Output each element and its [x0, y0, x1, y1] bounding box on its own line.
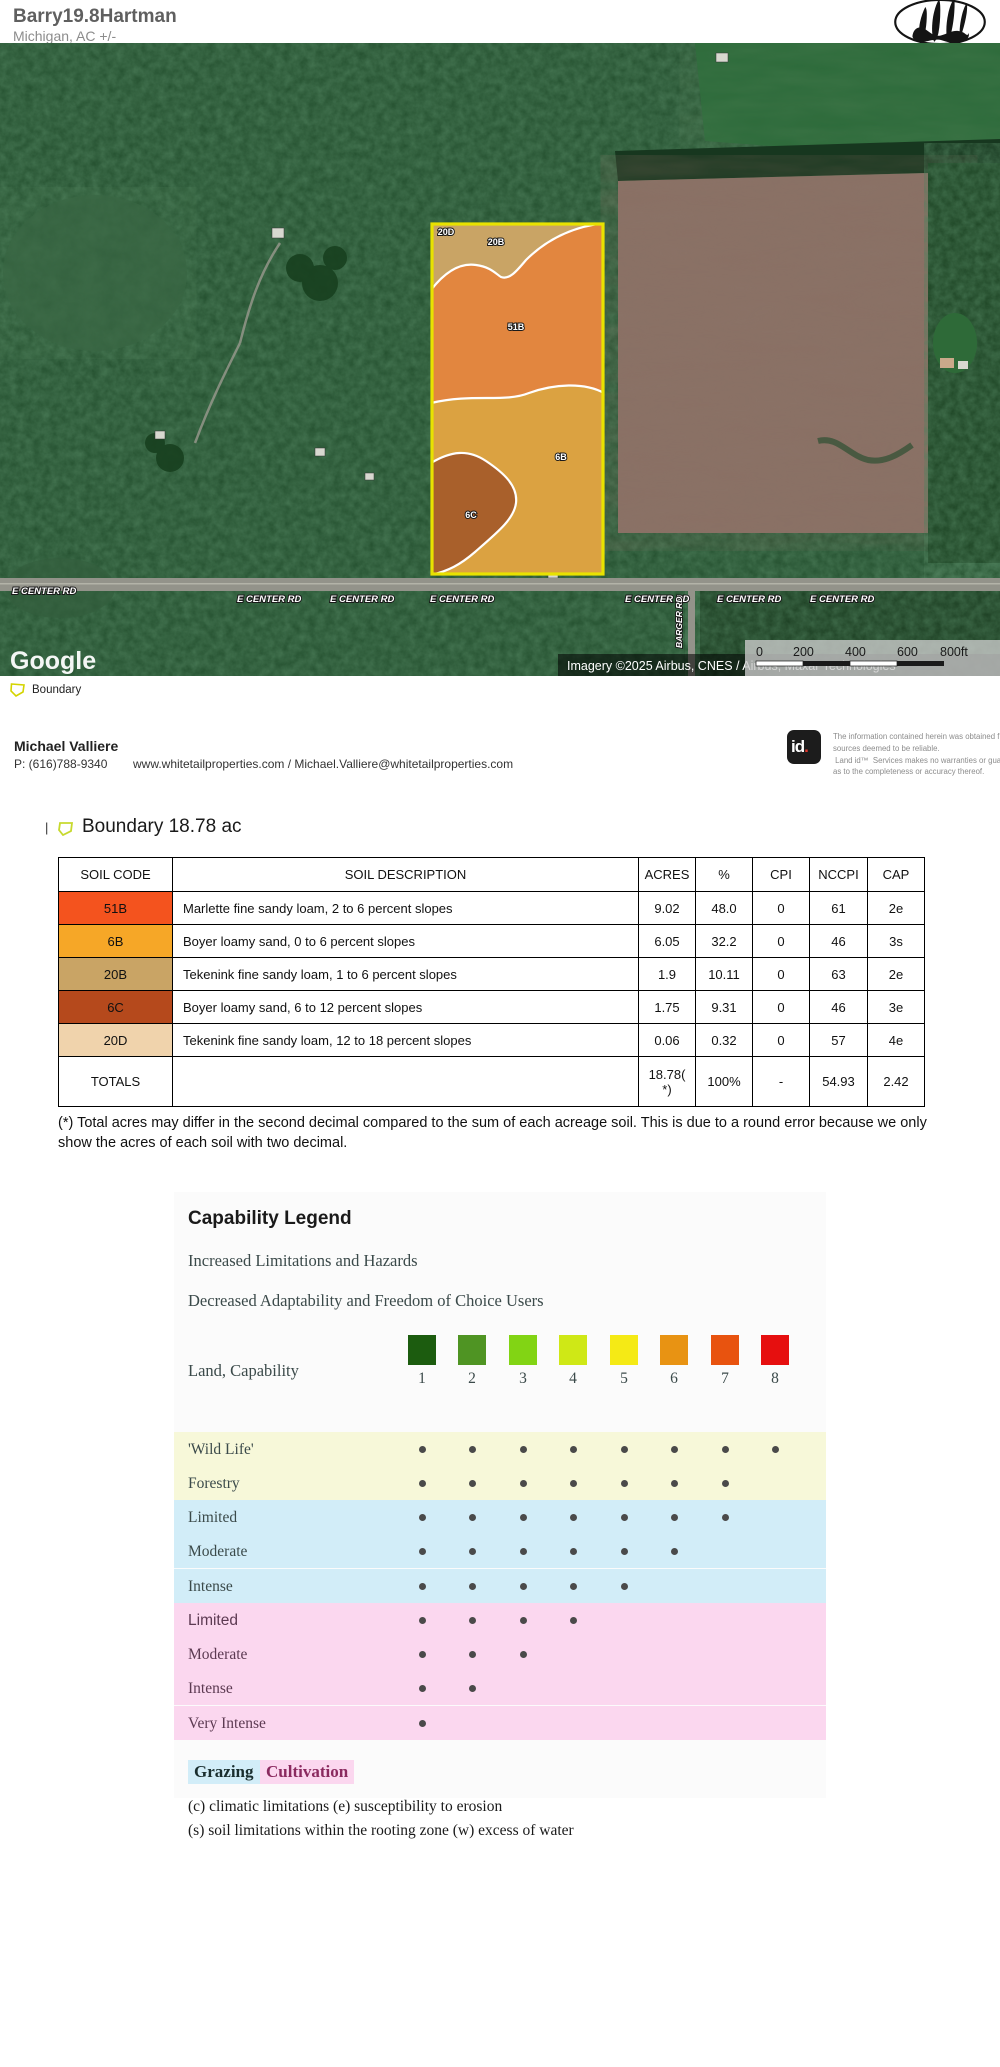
svg-text:20D: 20D	[438, 227, 455, 237]
svg-text:51B: 51B	[508, 322, 525, 332]
svg-text:800ft: 800ft	[940, 645, 968, 659]
svg-text:6B: 6B	[555, 452, 567, 462]
svg-text:E CENTER RD: E CENTER RD	[810, 594, 875, 605]
svg-text:E CENTER RD: E CENTER RD	[330, 594, 395, 605]
svg-text:E CENTER RD: E CENTER RD	[430, 594, 495, 605]
svg-text:BARGER RD: BARGER RD	[674, 597, 684, 648]
svg-text:600: 600	[897, 645, 918, 659]
svg-text:200: 200	[793, 645, 814, 659]
svg-text:E CENTER RD: E CENTER RD	[237, 594, 302, 605]
svg-text:400: 400	[845, 645, 866, 659]
svg-text:E CENTER RD: E CENTER RD	[12, 586, 77, 597]
svg-text:20B: 20B	[488, 237, 505, 247]
svg-text:6C: 6C	[465, 510, 477, 520]
svg-text:E CENTER RD: E CENTER RD	[717, 594, 782, 605]
svg-text:0: 0	[756, 645, 763, 659]
